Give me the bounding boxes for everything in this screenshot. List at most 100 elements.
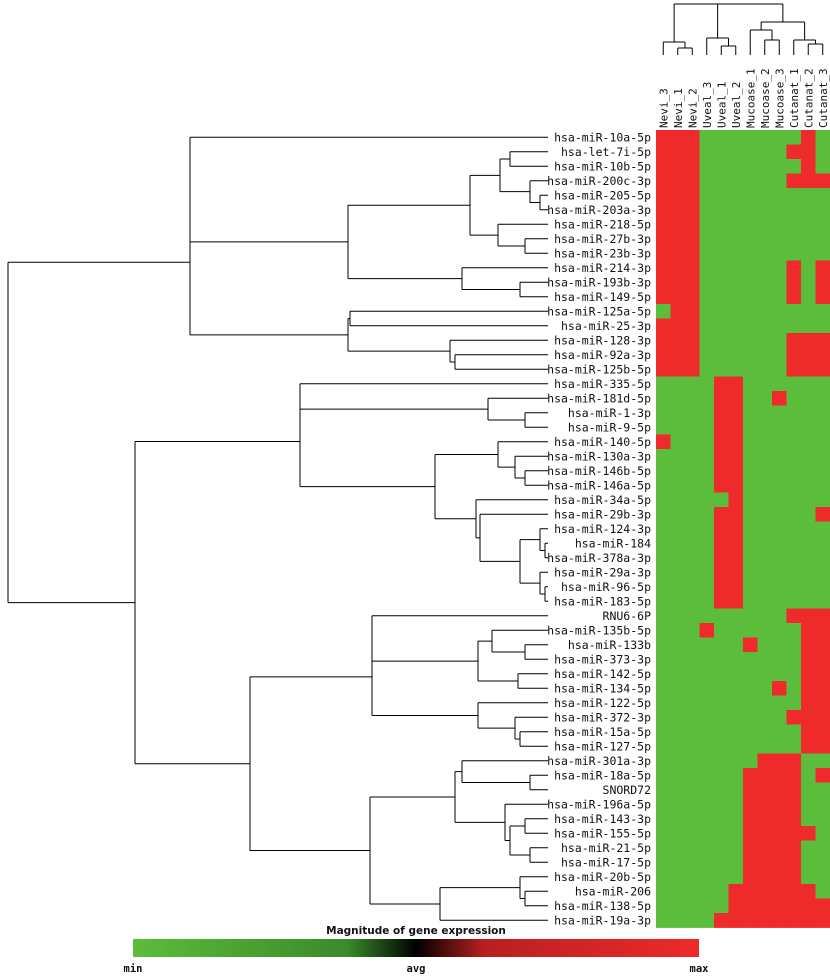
- heatmap-cell: [685, 536, 700, 551]
- row-label: hsa-miR-181d-5p: [547, 391, 651, 405]
- heatmap-cell: [656, 550, 671, 566]
- heatmap-cell: [786, 753, 802, 769]
- heatmap-cell: [699, 623, 715, 638]
- heatmap-cell: [815, 159, 830, 174]
- heatmap-cell: [815, 231, 830, 247]
- heatmap-cell: [786, 434, 802, 450]
- heatmap-cell: [656, 188, 671, 203]
- heatmap-cell: [699, 608, 715, 624]
- heatmap-cell: [772, 913, 787, 928]
- heatmap-cell: [728, 318, 744, 334]
- heatmap-cell: [743, 318, 758, 334]
- row-label: hsa-miR-124-3p: [554, 522, 651, 536]
- heatmap-cell: [786, 231, 802, 247]
- heatmap-cell: [757, 594, 773, 609]
- heatmap-cell: [670, 275, 686, 290]
- heatmap-cell: [743, 260, 758, 276]
- heatmap-cell: [699, 811, 715, 827]
- heatmap-cell: [656, 333, 671, 348]
- heatmap-cell: [801, 391, 816, 406]
- heatmap-cell: [699, 130, 715, 145]
- heatmap-cell: [656, 782, 671, 798]
- heatmap-cell: [714, 376, 729, 392]
- heatmap-cell: [743, 652, 758, 667]
- heatmap-cell: [699, 159, 715, 174]
- row-label: hsa-miR-301a-3p: [547, 754, 651, 768]
- heatmap-cell: [772, 304, 787, 319]
- heatmap-cell: [685, 217, 700, 232]
- heatmap-cell: [757, 811, 773, 827]
- heatmap-cell: [728, 217, 744, 232]
- heatmap-cell: [656, 362, 671, 377]
- heatmap-cell: [670, 478, 686, 493]
- column-labels: Nevi_3 Nevi_1 Nevi_2 Uveal_3 Uveal_1 Uveal_2 M…: [657, 68, 830, 128]
- heatmap-cell: [728, 840, 744, 856]
- heatmap-cell: [670, 536, 686, 551]
- heatmap-cell: [656, 608, 671, 624]
- heatmap-cell: [728, 739, 744, 754]
- heatmap-cell: [786, 695, 802, 711]
- heatmap-cell: [786, 681, 802, 696]
- heatmap-cell: [699, 565, 715, 580]
- heatmap-cell: [670, 637, 686, 653]
- heatmap-cell: [714, 608, 729, 624]
- heatmap-cell: [801, 492, 816, 508]
- heatmap-cell: [801, 333, 816, 348]
- row-label: hsa-miR-200c-3p: [547, 174, 651, 188]
- row-label: hsa-miR-138-5p: [554, 899, 651, 913]
- heatmap-cell: [757, 565, 773, 580]
- heatmap-cell: [757, 405, 773, 421]
- heatmap-cell: [670, 521, 686, 537]
- heatmap-cell: [815, 753, 830, 769]
- heatmap-cell: [714, 304, 729, 319]
- legend-gradient-bar: [133, 939, 699, 957]
- heatmap-cell: [786, 579, 802, 595]
- heatmap-cell: [815, 391, 830, 406]
- heatmap-cell: [714, 159, 729, 174]
- heatmap-cell: [714, 739, 729, 754]
- heatmap-cell: [801, 826, 816, 841]
- row-label: hsa-miR-15a-5p: [554, 725, 651, 739]
- heatmap-cell: [772, 782, 787, 798]
- heatmap-cell: [786, 405, 802, 421]
- heatmap-cell: [699, 869, 715, 885]
- heatmap-cell: [743, 246, 758, 261]
- heatmap-cell: [728, 898, 744, 914]
- heatmap-cell: [743, 478, 758, 493]
- heatmap-cell: [670, 376, 686, 392]
- row-label: hsa-miR-146b-5p: [547, 464, 651, 478]
- heatmap-cell: [815, 173, 830, 189]
- heatmap-cell: [685, 565, 700, 580]
- row-label: hsa-miR-203a-3p: [547, 203, 651, 217]
- heatmap-cell: [786, 420, 802, 435]
- heatmap-cell: [714, 695, 729, 711]
- heatmap-cell: [743, 594, 758, 609]
- heatmap-cell: [699, 782, 715, 798]
- column-label: Mucoase_2: [759, 68, 772, 128]
- heatmap-cell: [714, 811, 729, 827]
- heatmap-cell: [743, 275, 758, 290]
- heatmap-cell: [772, 739, 787, 754]
- heatmap-cell: [670, 855, 686, 870]
- column-label: Nevi_3: [657, 88, 670, 128]
- heatmap-cell: [815, 463, 830, 479]
- heatmap-cell: [757, 376, 773, 392]
- row-label: hsa-miR-335-5p: [554, 377, 651, 391]
- heatmap-cell: [815, 260, 830, 276]
- heatmap-cell: [801, 434, 816, 450]
- heatmap-cell: [685, 347, 700, 363]
- heatmap-cell: [714, 333, 729, 348]
- row-label: hsa-miR-1-3p: [568, 406, 651, 420]
- row-dendrogram: [7, 136, 548, 921]
- heatmap-cell: [757, 478, 773, 493]
- heatmap-cell: [714, 681, 729, 696]
- heatmap-cell: [670, 768, 686, 783]
- heatmap-cell: [743, 608, 758, 624]
- heatmap-cell: [801, 797, 816, 812]
- row-label: RNU6-6P: [603, 609, 652, 623]
- heatmap-cell: [801, 478, 816, 493]
- row-label: hsa-miR-10a-5p: [554, 130, 651, 144]
- heatmap-cell: [670, 405, 686, 421]
- heatmap-cell: [670, 289, 686, 305]
- heatmap-cell: [772, 434, 787, 450]
